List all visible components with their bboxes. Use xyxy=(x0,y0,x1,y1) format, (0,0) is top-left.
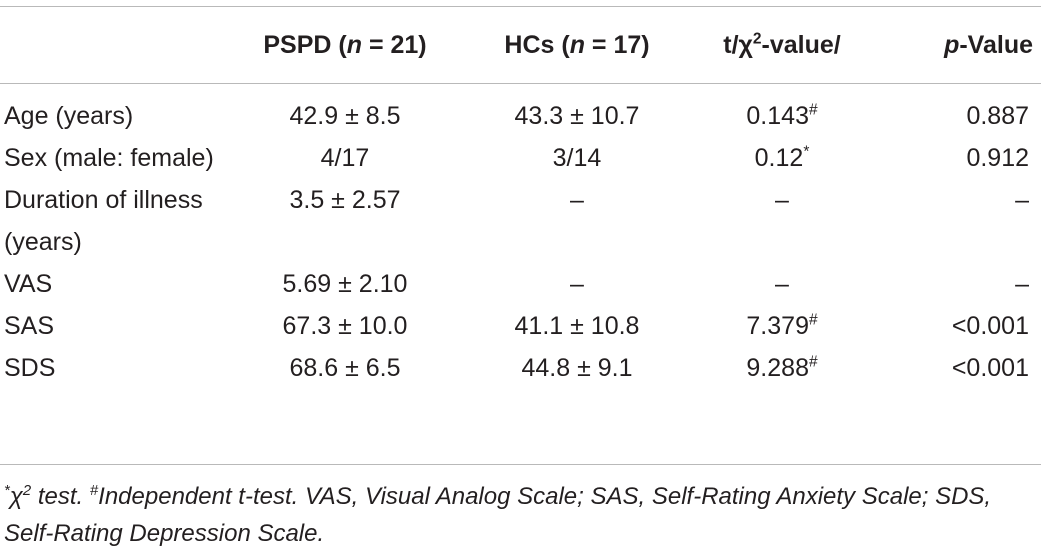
table-row: SAS 67.3 ± 10.0 41.1 ± 10.8 7.379# <0.00… xyxy=(0,305,1041,347)
top-rule xyxy=(0,6,1041,7)
header-hcs: HCs (n = 17) xyxy=(504,30,650,59)
table-row: Age (years) 42.9 ± 8.5 43.3 ± 10.7 0.143… xyxy=(0,87,1041,137)
cell-p-value: <0.001 xyxy=(951,354,1029,382)
cell-p-value: 0.887 xyxy=(966,102,1029,130)
table-row: SDS 68.6 ± 6.5 44.8 ± 9.1 9.288# <0.001 xyxy=(0,347,1041,389)
cell-pspd: 4/17 xyxy=(320,144,370,172)
cell-statistic: – xyxy=(775,270,789,298)
cell-pspd: 3.5 ± 2.57 xyxy=(289,186,401,214)
cell-hcs: 43.3 ± 10.7 xyxy=(514,102,640,130)
cell-hcs: 41.1 ± 10.8 xyxy=(514,312,640,340)
cell-p-value: – xyxy=(1015,270,1029,298)
row-label: Duration of illness (years) xyxy=(4,186,203,256)
header-pspd: PSPD (n = 21) xyxy=(263,30,427,59)
table-row: VAS 5.69 ± 2.10 – – – xyxy=(0,263,1041,305)
cell-hcs: – xyxy=(570,186,584,214)
cell-p-value: <0.001 xyxy=(951,312,1029,340)
cell-hcs: – xyxy=(570,270,584,298)
table-footnote: *χ2 test. #Independent t-test. VAS, Visu… xyxy=(4,483,992,547)
cell-pspd: 42.9 ± 8.5 xyxy=(289,102,401,130)
bottom-rule xyxy=(0,464,1041,465)
demographics-table: PSPD (n = 21) HCs (n = 17) t/χ2-value/ p… xyxy=(0,0,1041,389)
cell-statistic: 7.379# xyxy=(746,311,818,340)
row-label: Age (years) xyxy=(4,102,134,130)
row-label: SAS xyxy=(4,312,55,340)
cell-statistic: 0.143# xyxy=(746,101,818,130)
table-row: Sex (male: female) 4/17 3/14 0.12* 0.912 xyxy=(0,137,1041,179)
cell-hcs: 3/14 xyxy=(552,144,602,172)
header-statistic: t/χ2-value/ xyxy=(723,30,841,59)
header-row: PSPD (n = 21) HCs (n = 17) t/χ2-value/ p… xyxy=(0,0,1041,87)
cell-statistic: 0.12* xyxy=(754,143,810,172)
header-rule xyxy=(0,83,1041,84)
header-variable xyxy=(0,0,222,87)
row-label: Sex (male: female) xyxy=(4,144,214,172)
cell-pspd: 67.3 ± 10.0 xyxy=(282,312,408,340)
row-label: VAS xyxy=(4,270,53,298)
cell-pspd: 68.6 ± 6.5 xyxy=(289,354,401,382)
cell-pspd: 5.69 ± 2.10 xyxy=(282,270,408,298)
table-row: Duration of illness (years) 3.5 ± 2.57 –… xyxy=(0,179,1041,263)
cell-hcs: 44.8 ± 9.1 xyxy=(521,354,633,382)
header-p-value: p-Value xyxy=(944,30,1033,59)
cell-p-value: 0.912 xyxy=(966,144,1029,172)
row-label: SDS xyxy=(4,354,56,382)
cell-statistic: – xyxy=(775,186,789,214)
cell-p-value: – xyxy=(1015,186,1029,214)
cell-statistic: 9.288# xyxy=(746,353,818,382)
